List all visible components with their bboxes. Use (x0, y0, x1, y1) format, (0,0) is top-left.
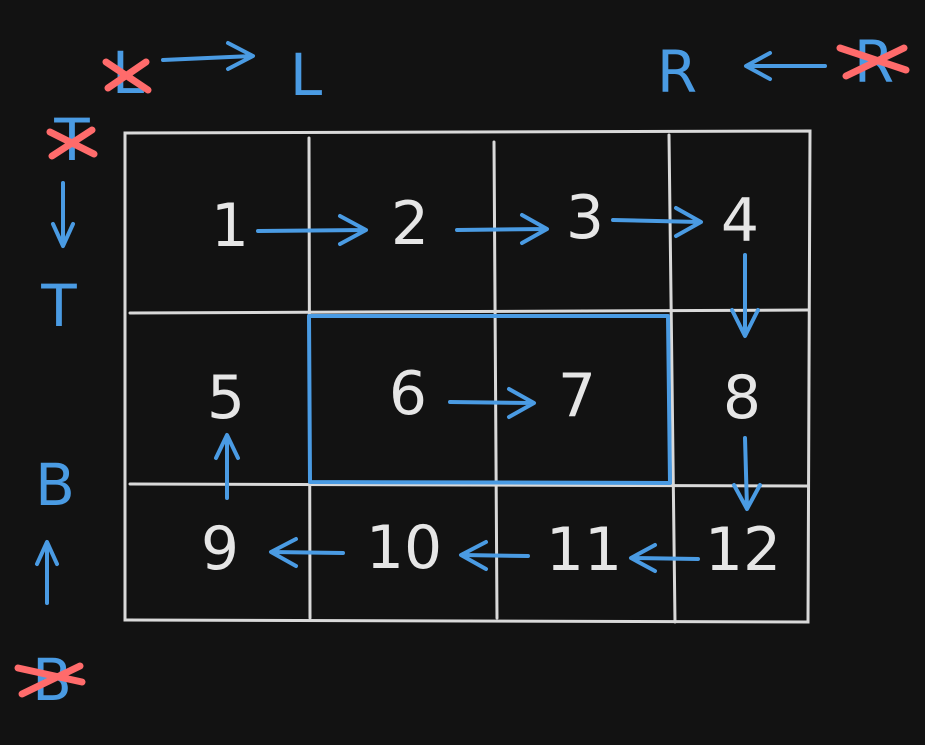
cell-4: 4 (721, 186, 759, 256)
left-move-arrow (161, 41, 255, 71)
cell-2: 2 (391, 189, 429, 259)
cell-10: 10 (366, 513, 442, 583)
cell-11: 11 (546, 515, 622, 585)
top-move-arrow (51, 181, 75, 248)
grid-row-line-1 (128, 308, 810, 315)
grid-col-line-2 (492, 140, 499, 620)
top-new-label: T (40, 272, 77, 340)
arrow-12-to-11 (629, 543, 700, 573)
grid-border (123, 129, 812, 624)
arrow-11-to-10 (459, 540, 530, 571)
cell-3: 3 (566, 183, 604, 253)
cell-9: 9 (201, 514, 239, 584)
matrix-grid (123, 129, 812, 624)
right-new-label: R (657, 38, 697, 106)
grid-row-line-2 (128, 482, 810, 488)
cell-7: 7 (558, 361, 596, 431)
traversal-arrows (214, 206, 762, 573)
cell-12: 12 (705, 515, 781, 585)
arrow-4-to-8 (730, 253, 760, 338)
top-boundary-label: T T (40, 106, 98, 340)
left-boundary-label: L L (102, 39, 322, 109)
bottom-strike-mark (14, 662, 86, 698)
bottom-move-arrow (35, 540, 59, 605)
grid-col-line-3 (667, 133, 677, 624)
arrow-8-to-12 (732, 436, 762, 511)
arrow-6-to-7 (448, 387, 536, 419)
arrow-10-to-9 (269, 537, 345, 568)
cell-5: 5 (207, 363, 245, 433)
cell-8: 8 (723, 363, 761, 433)
right-strike-mark (836, 44, 910, 80)
right-boundary-label: R R (657, 28, 910, 106)
cell-6: 6 (389, 359, 427, 429)
arrow-1-to-2 (256, 214, 368, 246)
arrow-9-to-5 (214, 433, 240, 500)
top-strike-mark (46, 126, 98, 160)
bottom-new-label: B (35, 451, 75, 519)
cell-numbers: 1 2 3 4 5 6 7 8 9 10 11 12 (201, 183, 781, 585)
arrow-2-to-3 (455, 213, 549, 245)
cell-1: 1 (211, 191, 249, 261)
arrow-3-to-4 (611, 206, 703, 238)
inner-boundary-rect (307, 314, 672, 485)
left-strike-mark (102, 58, 152, 94)
right-move-arrow (744, 51, 827, 81)
bottom-boundary-label: B B (14, 451, 86, 714)
left-new-label: L (290, 41, 322, 109)
